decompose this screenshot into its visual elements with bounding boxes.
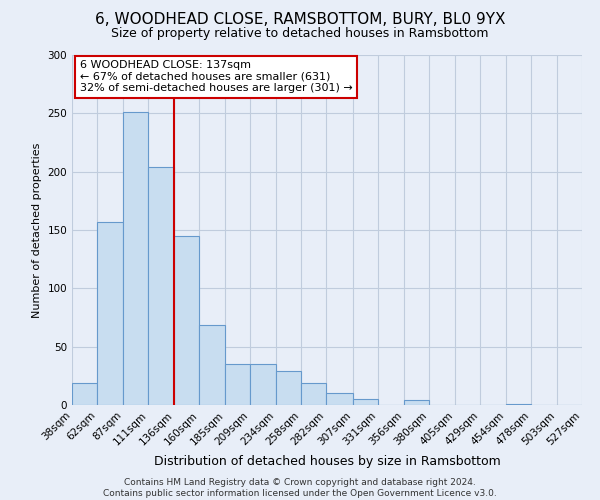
Bar (199, 324, 226, 405)
Y-axis label: Number of detached properties: Number of detached properties (32, 142, 42, 318)
Bar (301, 383, 326, 405)
Text: Size of property relative to detached houses in Ramsbottom: Size of property relative to detached ho… (111, 28, 489, 40)
Bar (353, 399, 377, 405)
X-axis label: Distribution of detached houses by size in Ramsbottom: Distribution of detached houses by size … (154, 455, 500, 468)
Bar (148, 167, 174, 405)
Bar (326, 394, 353, 405)
Bar (97, 222, 123, 405)
Text: 6, WOODHEAD CLOSE, RAMSBOTTOM, BURY, BL0 9YX: 6, WOODHEAD CLOSE, RAMSBOTTOM, BURY, BL0… (95, 12, 505, 28)
Bar (226, 364, 250, 405)
Bar (277, 371, 301, 405)
Bar (506, 404, 531, 405)
Bar (250, 364, 277, 405)
Text: 6 WOODHEAD CLOSE: 137sqm
← 67% of detached houses are smaller (631)
32% of semi-: 6 WOODHEAD CLOSE: 137sqm ← 67% of detach… (80, 60, 352, 94)
Bar (174, 236, 199, 405)
Text: Contains HM Land Registry data © Crown copyright and database right 2024.
Contai: Contains HM Land Registry data © Crown c… (103, 478, 497, 498)
Bar (404, 400, 428, 405)
Bar (123, 112, 148, 405)
Bar (72, 383, 97, 405)
